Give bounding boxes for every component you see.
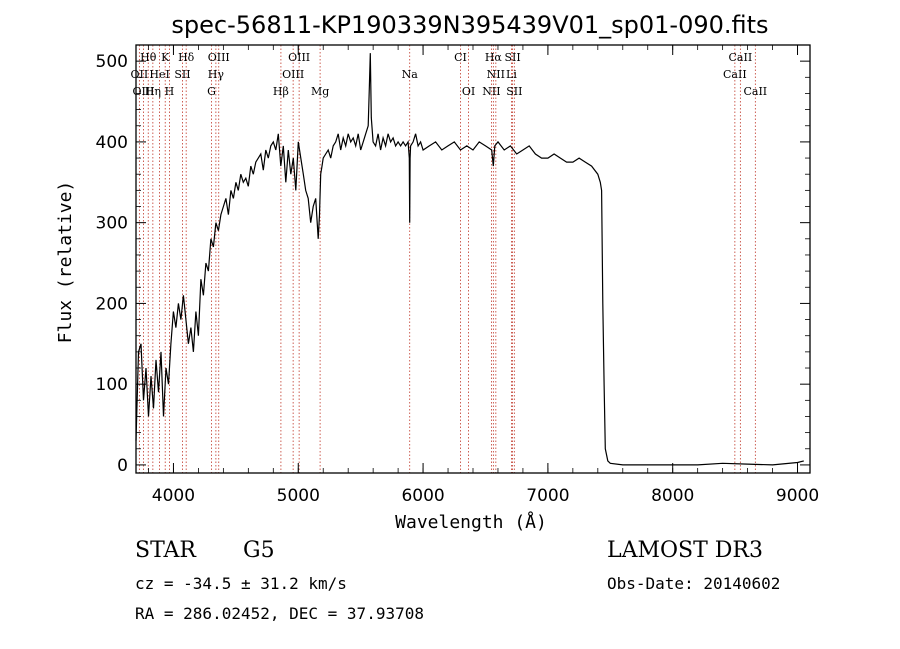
line-marker-label: Hη <box>145 85 161 98</box>
y-tick-label: 500 <box>96 52 128 72</box>
spectrum-line <box>135 53 804 466</box>
line-marker-label: Mg <box>311 85 329 98</box>
line-marker-label: OIII <box>208 51 230 64</box>
line-marker-label: OIII <box>282 68 304 81</box>
y-tick-label: 100 <box>96 375 128 395</box>
x-tick-label: 6000 <box>401 486 444 506</box>
y-tick-label: 200 <box>96 294 128 314</box>
line-marker-label: Hα <box>485 51 503 64</box>
line-marker-label: CaII <box>729 51 753 64</box>
line-marker-label: CI <box>454 51 467 64</box>
line-marker-label: K <box>161 51 170 64</box>
x-tick-label: 4000 <box>152 486 195 506</box>
line-marker-label: OIII <box>288 51 310 64</box>
line-marker-label: CaII <box>723 68 747 81</box>
line-marker-label: NII <box>487 68 505 81</box>
redshift-velocity: cz = -34.5 ± 31.2 km/s <box>135 574 347 593</box>
y-axis-label: Flux (relative) <box>55 181 76 344</box>
line-marker-label: Hθ <box>140 51 157 64</box>
x-tick-label: 9000 <box>776 486 819 506</box>
x-tick-label: 8000 <box>651 486 694 506</box>
line-marker-label: OI <box>462 85 475 98</box>
x-tick-label: 7000 <box>526 486 569 506</box>
y-tick-label: 300 <box>96 214 128 234</box>
line-marker-label: SII <box>174 68 190 81</box>
line-marker-label: OIII <box>132 85 154 98</box>
y-tick-label: 400 <box>96 133 128 153</box>
spectral-line-markers <box>138 45 756 473</box>
spectral-subclass: G5 <box>243 538 275 563</box>
line-marker-label: H <box>165 85 175 98</box>
line-marker-label: Hδ <box>178 51 195 64</box>
line-marker-label: CaII <box>743 85 767 98</box>
coordinates: RA = 286.02452, DEC = 37.93708 <box>135 604 424 623</box>
x-tick-label: 5000 <box>277 486 320 506</box>
survey-name: LAMOST DR3 <box>607 538 763 563</box>
line-marker-label: SII <box>506 85 522 98</box>
line-marker-label: HeI <box>149 68 169 81</box>
line-marker-label: Li <box>506 68 517 81</box>
chart-title: spec-56811-KP190339N395439V01_sp01-090.f… <box>171 11 768 39</box>
x-axis-ticks: 4000 5000 6000 7000 8000 9000 <box>148 45 819 506</box>
line-marker-label: G <box>207 85 216 98</box>
y-axis-ticks: 0 100 200 300 400 500 <box>96 52 810 476</box>
observation-date: Obs-Date: 20140602 <box>607 574 781 593</box>
line-marker-label: Hγ <box>208 68 225 81</box>
line-marker-label: OII <box>131 68 149 81</box>
x-axis-label: Wavelength (Å) <box>395 511 547 533</box>
object-class: STAR <box>135 538 196 563</box>
line-marker-label: SII <box>504 51 520 64</box>
y-tick-label: 0 <box>117 456 128 476</box>
line-marker-label: Hβ <box>273 85 289 98</box>
line-marker-label: Na <box>402 68 419 81</box>
line-marker-label: NII <box>482 85 500 98</box>
plot-frame <box>135 44 811 474</box>
